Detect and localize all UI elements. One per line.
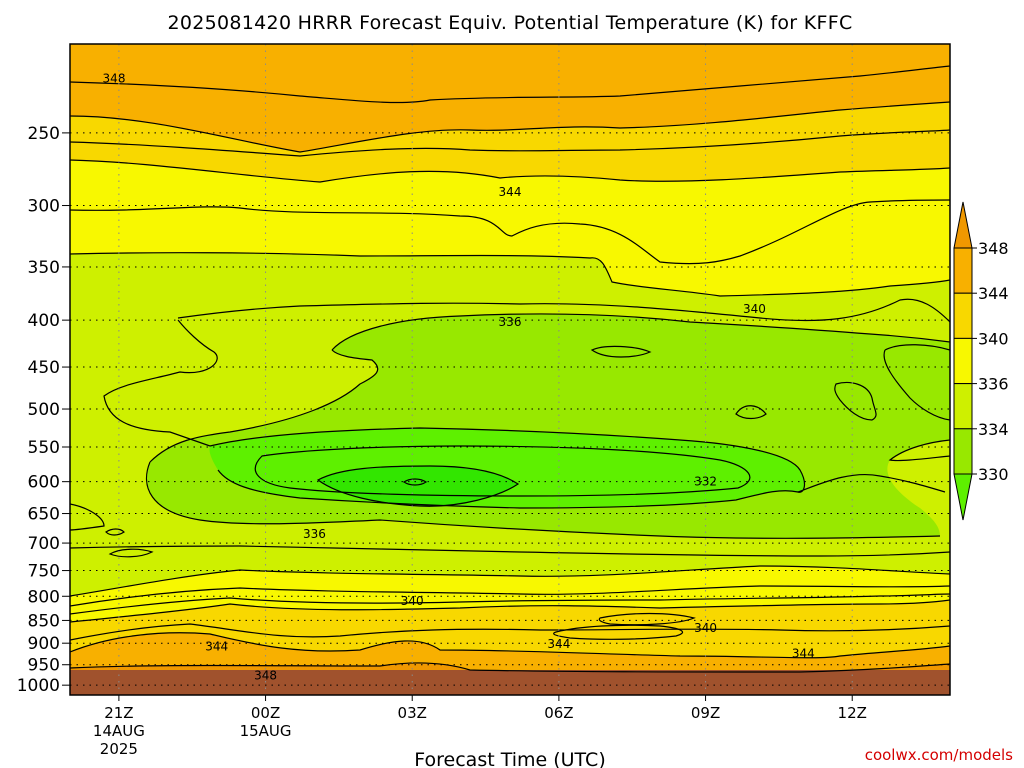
y-axis: 250 300 350 400 450 500 550 600 650 700 750 800 850 9… <box>17 124 70 696</box>
contour-334-pocket-east <box>883 344 950 421</box>
pocket-334-dot <box>736 405 766 419</box>
pocket-334-east <box>884 344 950 420</box>
y-tick-label: 750 <box>28 562 60 582</box>
contour-344-lower <box>70 599 950 623</box>
x-tick-date: 14AUG <box>93 722 145 740</box>
chart-title: 2025081420 HRRR Forecast Equiv. Potentia… <box>167 12 852 34</box>
surface-layer <box>70 670 950 695</box>
y-tick-label: 600 <box>28 473 60 493</box>
contour-label: 344 <box>499 185 522 199</box>
colorbar-tick-label: 348 <box>978 239 1009 258</box>
contour-344-upper <box>70 159 950 183</box>
contour-345-upper <box>70 129 950 157</box>
contour-label: 344 <box>792 647 815 661</box>
x-tick-label: 09Z <box>691 704 720 722</box>
x-tick-label: 21Z <box>104 704 133 722</box>
contour-label: 340 <box>401 594 424 608</box>
contour-345-lower <box>70 623 950 641</box>
y-tick-label: 950 <box>28 656 60 676</box>
y-tick-label: 400 <box>28 311 60 331</box>
contour-346-lower <box>70 632 950 659</box>
contour-334-pocket-mid <box>834 381 877 421</box>
contour-336-left <box>149 349 379 463</box>
y-tick-label: 250 <box>28 124 60 144</box>
contour-338-lower <box>70 503 950 557</box>
contour-340-pocket-left <box>108 548 154 558</box>
plot-frame <box>69 43 951 696</box>
colorbar-swatch <box>953 247 973 294</box>
y-tick-label: 350 <box>28 258 60 278</box>
contour-label: 348 <box>103 71 126 85</box>
contour-label: 348 <box>254 668 277 682</box>
y-tick-label: 300 <box>28 197 60 217</box>
y-tick-label: 500 <box>28 400 60 420</box>
y-tick-label: 900 <box>28 634 60 654</box>
contour-336-outer <box>103 319 218 447</box>
x-tick-label: 00Z <box>251 704 280 722</box>
colorbar-swatch <box>953 428 973 475</box>
contour-334-lower <box>217 469 799 509</box>
contour-348-upper <box>70 65 950 104</box>
contour-label: 344 <box>547 637 570 651</box>
x-tick-label: 03Z <box>398 704 427 722</box>
y-tick-label: 450 <box>28 358 60 378</box>
contour-label: 340 <box>694 621 717 635</box>
contour-label: 332 <box>694 475 717 489</box>
pocket-334-small <box>592 346 650 357</box>
contour-label: 340 <box>743 302 766 316</box>
x-axis-label: Forecast Time (UTC) <box>414 749 605 768</box>
colorbar-legend: 348 344 340 336 334 330 <box>953 201 1009 521</box>
contour-329-dot <box>402 478 428 486</box>
contour-340-lower <box>70 565 950 597</box>
contour-341-lower <box>70 585 950 607</box>
source-credit: coolwx.com/models <box>865 746 1013 764</box>
colorbar-tick-label: 330 <box>978 465 1009 484</box>
y-tick-label: 1000 <box>17 676 60 696</box>
contour-label: 336 <box>499 315 522 329</box>
colorbar-tick-label: 340 <box>978 329 1009 348</box>
x-tick-label: 06Z <box>544 704 573 722</box>
x-tick-label: 12Z <box>838 704 867 722</box>
y-tick-label: 800 <box>28 587 60 607</box>
contour-334-pocket-right <box>888 439 950 462</box>
contour-348-lower <box>70 662 950 673</box>
y-tick-label: 700 <box>28 534 60 554</box>
plot-area <box>70 44 950 695</box>
grid-lines <box>70 44 950 695</box>
colorbar-tick-label: 344 <box>978 284 1009 303</box>
contour-342-lower <box>70 593 950 615</box>
contour-346-upper <box>70 101 950 153</box>
x-tick-date: 15AUG <box>240 722 292 740</box>
pocket-334-mid <box>834 382 877 420</box>
colorbar-tick-label: 334 <box>978 420 1009 439</box>
colorbar-swatch <box>953 292 973 339</box>
contour-330 <box>316 465 520 507</box>
y-tick-label: 850 <box>28 611 60 631</box>
contour-labels: 348 344 340 336 332 336 340 340 344 344 344 348 <box>103 71 815 682</box>
contour-338 <box>177 298 950 323</box>
colorbar-tick-label: 336 <box>978 375 1009 394</box>
contour-336-pocket-left <box>105 528 125 536</box>
y-tick-label: 650 <box>28 505 60 525</box>
colorbar-bottom-arrow <box>953 473 973 521</box>
contour-332 <box>254 445 751 497</box>
contour-334 <box>209 427 946 493</box>
colorbar-swatch <box>953 383 973 430</box>
contour-345-pocket <box>598 612 696 626</box>
colorbar-swatch <box>953 337 973 385</box>
x-tick-year: 2025 <box>100 740 138 758</box>
contour-336-lower <box>146 461 941 539</box>
contour-340-upper <box>70 252 950 297</box>
contour-342-upper <box>70 199 950 265</box>
y-tick-label: 550 <box>28 438 60 458</box>
contour-label: 344 <box>205 640 228 654</box>
contour-334-pocket-dot <box>735 405 767 420</box>
contour-334-pocket-small <box>590 345 652 358</box>
contour-label: 336 <box>303 527 326 541</box>
colorbar-top-arrow <box>953 201 973 249</box>
contour-344-pocket <box>553 624 683 640</box>
contour-lines <box>70 65 950 673</box>
